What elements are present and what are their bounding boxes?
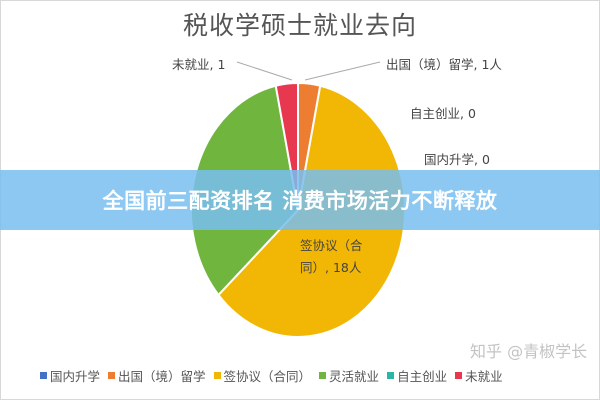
label-guonei: 国内升学, 0 [424, 152, 490, 167]
legend-item: 国内升学 [40, 366, 100, 385]
legend-swatch [108, 372, 116, 379]
legend-label: 出国（境）留学 [118, 369, 206, 384]
label-zizhu: 自主创业, 0 [410, 106, 476, 121]
legend-swatch [213, 372, 221, 379]
legend-item: 签协议（合同） [213, 366, 312, 385]
watermark: 知乎 @青椒学长 [470, 342, 588, 361]
legend-swatch [40, 372, 47, 379]
leader-line [236, 61, 293, 81]
legend-item: 自主创业 [387, 366, 447, 385]
legend-item: 未就业 [455, 366, 503, 385]
label-qianxieyi: 签协议（合同）, 18人 [300, 238, 363, 275]
legend: 国内升学 出国（境）留学 签协议（合同） 灵活就业 自主创业 未就业 [40, 366, 503, 385]
legend-label: 未就业 [465, 369, 503, 384]
headline-banner[interactable]: 全国前三配资排名 消费市场活力不断释放 [0, 170, 600, 230]
legend-item: 灵活就业 [319, 366, 379, 385]
legend-item: 出国（境）留学 [108, 366, 206, 385]
chart-title: 税收学硕士就业去向 [182, 11, 417, 40]
legend-label: 签协议（合同） [223, 369, 312, 384]
banner-text: 全国前三配资排名 消费市场活力不断释放 [102, 189, 498, 213]
legend-swatch [319, 372, 327, 379]
legend-label: 自主创业 [397, 369, 448, 384]
legend-swatch [455, 372, 463, 379]
legend-label: 灵活就业 [329, 369, 380, 384]
label-chuguo: 出国（境）留学, 1人 [386, 57, 502, 72]
legend-swatch [387, 372, 395, 379]
label-weijiuye: 未就业, 1 [172, 57, 226, 72]
leader-line [304, 61, 381, 81]
legend-label: 国内升学 [50, 369, 101, 384]
